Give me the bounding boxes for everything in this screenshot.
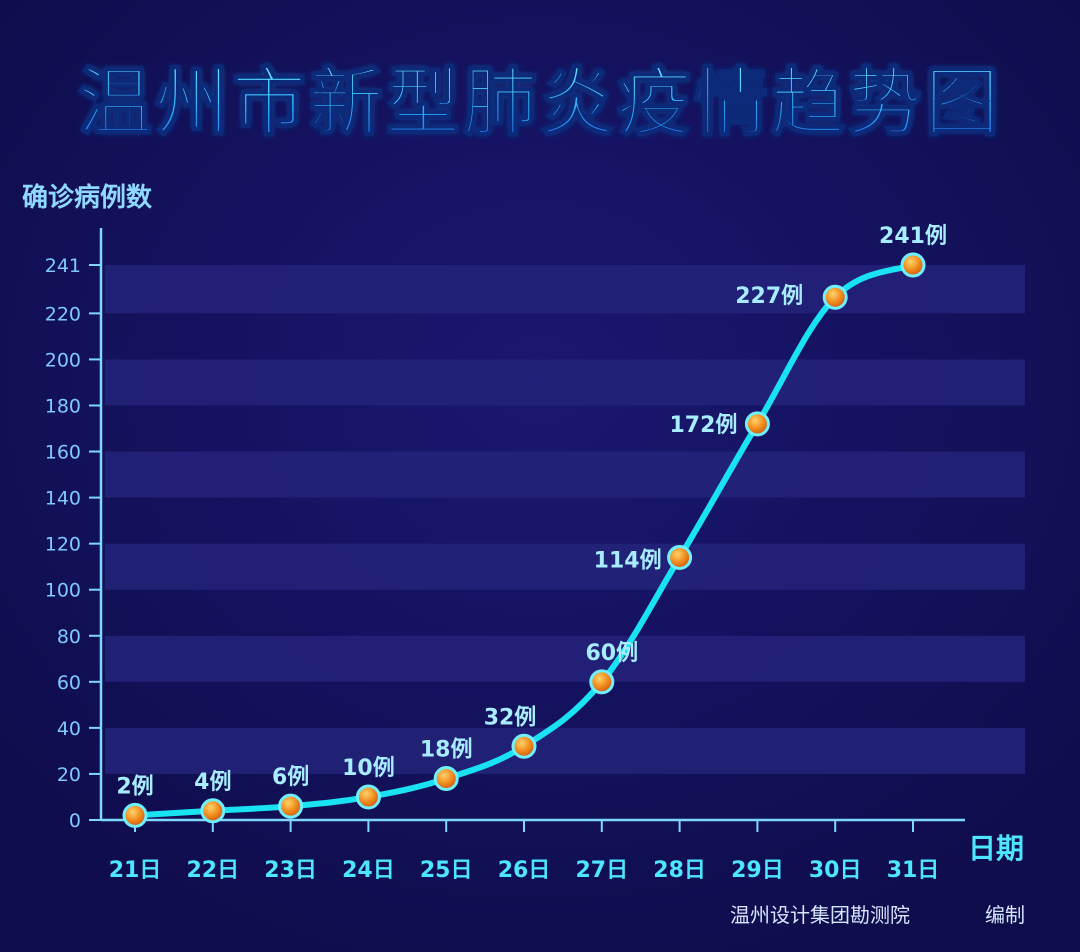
chart-title: 温州市新型肺炎疫情趋势图 bbox=[78, 60, 1002, 146]
x-axis-label: 日期 bbox=[968, 832, 1024, 865]
axes bbox=[99, 228, 965, 822]
data-points bbox=[122, 252, 926, 828]
data-label: 10例 bbox=[342, 756, 395, 781]
data-label: 6例 bbox=[272, 765, 309, 790]
x-tick-label: 28日 bbox=[653, 858, 706, 883]
grid-bands bbox=[105, 265, 1025, 774]
y-tick-label: 220 bbox=[45, 303, 81, 325]
x-tick-label: 23日 bbox=[264, 858, 317, 883]
y-tick-label: 40 bbox=[57, 718, 81, 740]
data-point bbox=[900, 252, 926, 278]
data-label: 241例 bbox=[879, 224, 947, 249]
data-label: 4例 bbox=[194, 770, 231, 795]
grid-band bbox=[105, 451, 1025, 498]
credit-org: 温州设计集团勘测院 bbox=[730, 903, 910, 927]
x-tick-label: 26日 bbox=[498, 858, 551, 883]
x-tick-label: 22日 bbox=[186, 858, 239, 883]
data-point bbox=[122, 802, 148, 828]
x-tick-label: 21日 bbox=[109, 858, 162, 883]
grid-band bbox=[105, 359, 1025, 406]
data-point bbox=[433, 766, 459, 792]
x-tick-label: 27日 bbox=[575, 858, 628, 883]
data-point bbox=[667, 544, 693, 570]
x-tick-label: 30日 bbox=[809, 858, 862, 883]
y-tick-label: 140 bbox=[45, 488, 81, 510]
data-label: 114例 bbox=[594, 548, 662, 573]
x-ticks: 21日 22日 23日 24日 25日 26日 27日 28日 29日 30日 31日 bbox=[109, 820, 940, 883]
data-point bbox=[511, 733, 537, 759]
grid-band bbox=[105, 727, 1025, 774]
x-tick-label: 25日 bbox=[420, 858, 473, 883]
x-tick-label: 24日 bbox=[342, 858, 395, 883]
y-tick-label: 241 bbox=[45, 255, 81, 277]
data-label: 32例 bbox=[484, 705, 537, 730]
data-point bbox=[278, 793, 304, 819]
y-tick-label: 100 bbox=[45, 580, 81, 602]
grid-band bbox=[105, 543, 1025, 590]
y-tick-label: 60 bbox=[57, 672, 81, 694]
data-label: 2例 bbox=[116, 774, 153, 799]
x-tick-label: 29日 bbox=[731, 858, 784, 883]
data-point bbox=[822, 284, 848, 310]
y-axis-label: 确诊病例数 bbox=[22, 182, 153, 213]
y-tick-label: 0 bbox=[69, 810, 81, 832]
data-point bbox=[200, 798, 226, 824]
data-label: 60例 bbox=[585, 641, 638, 666]
y-tick-label: 20 bbox=[57, 764, 81, 786]
y-tick-label: 120 bbox=[45, 534, 81, 556]
y-tick-label: 180 bbox=[45, 395, 81, 417]
data-point bbox=[589, 669, 615, 695]
grid-band bbox=[105, 635, 1025, 682]
y-tick-label: 200 bbox=[45, 349, 81, 371]
y-tick-label: 80 bbox=[57, 626, 81, 648]
data-label: 172例 bbox=[669, 413, 737, 438]
data-label: 227例 bbox=[735, 284, 803, 309]
data-labels: 2例 4例 6例 10例 18例 32例 60例 114例 172例 227例 241例 bbox=[116, 224, 947, 799]
data-label: 18例 bbox=[420, 738, 473, 763]
y-ticks: 0 20 40 60 80 100 120 140 160 180 200 220 241 bbox=[45, 255, 101, 832]
y-tick-label: 160 bbox=[45, 442, 81, 464]
data-point bbox=[355, 784, 381, 810]
data-point bbox=[744, 411, 770, 437]
x-tick-label: 31日 bbox=[887, 858, 940, 883]
credit-role: 编制 bbox=[985, 903, 1025, 927]
